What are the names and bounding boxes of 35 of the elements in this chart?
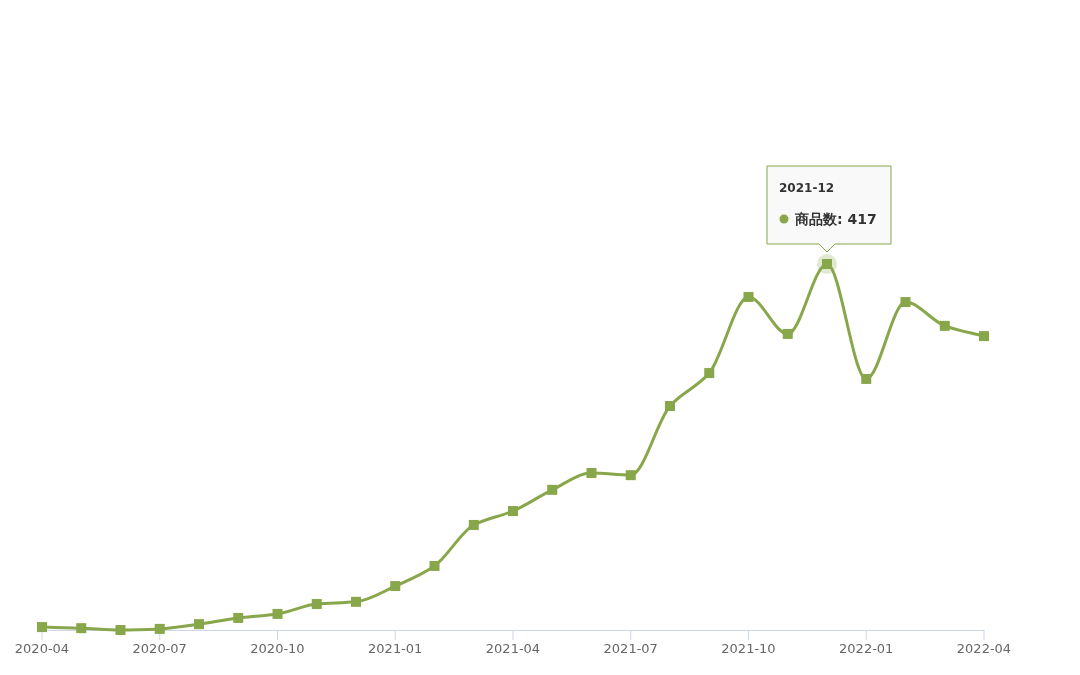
x-tick-label: 2021-04: [485, 641, 541, 656]
x-tick-label: 2022-04: [956, 641, 1012, 656]
point: [900, 297, 911, 308]
point: [351, 596, 361, 607]
point: [429, 560, 440, 571]
point: [704, 368, 715, 379]
point: [586, 467, 597, 478]
point: [76, 623, 87, 634]
point: [272, 608, 283, 619]
x-tick-label: 2020-04: [14, 641, 70, 656]
point: [782, 328, 793, 339]
text: 2021-12: [779, 181, 835, 195]
point: [979, 331, 989, 342]
x-tick-label: 2020-07: [132, 641, 187, 656]
point: [194, 619, 204, 630]
text: 商品数: 417: [794, 211, 877, 227]
x-tick-label: 2021-10: [721, 641, 776, 656]
point: [665, 401, 675, 412]
point: [625, 470, 636, 481]
point: [233, 612, 244, 623]
x-tick-label: 2022-01: [839, 641, 894, 656]
point: [37, 622, 47, 633]
point: [468, 519, 479, 530]
point: [115, 625, 126, 635]
point: [743, 291, 754, 302]
point: [390, 581, 401, 592]
point: [861, 373, 872, 384]
x-tick-label: 2021-01: [368, 641, 423, 656]
x-tick-label: 2021-07: [603, 641, 658, 656]
x-tick-label: 2020-10: [250, 641, 305, 656]
point: [154, 623, 165, 634]
point: [508, 506, 518, 517]
point: [311, 599, 322, 610]
point: [547, 484, 558, 495]
point: [939, 320, 950, 331]
